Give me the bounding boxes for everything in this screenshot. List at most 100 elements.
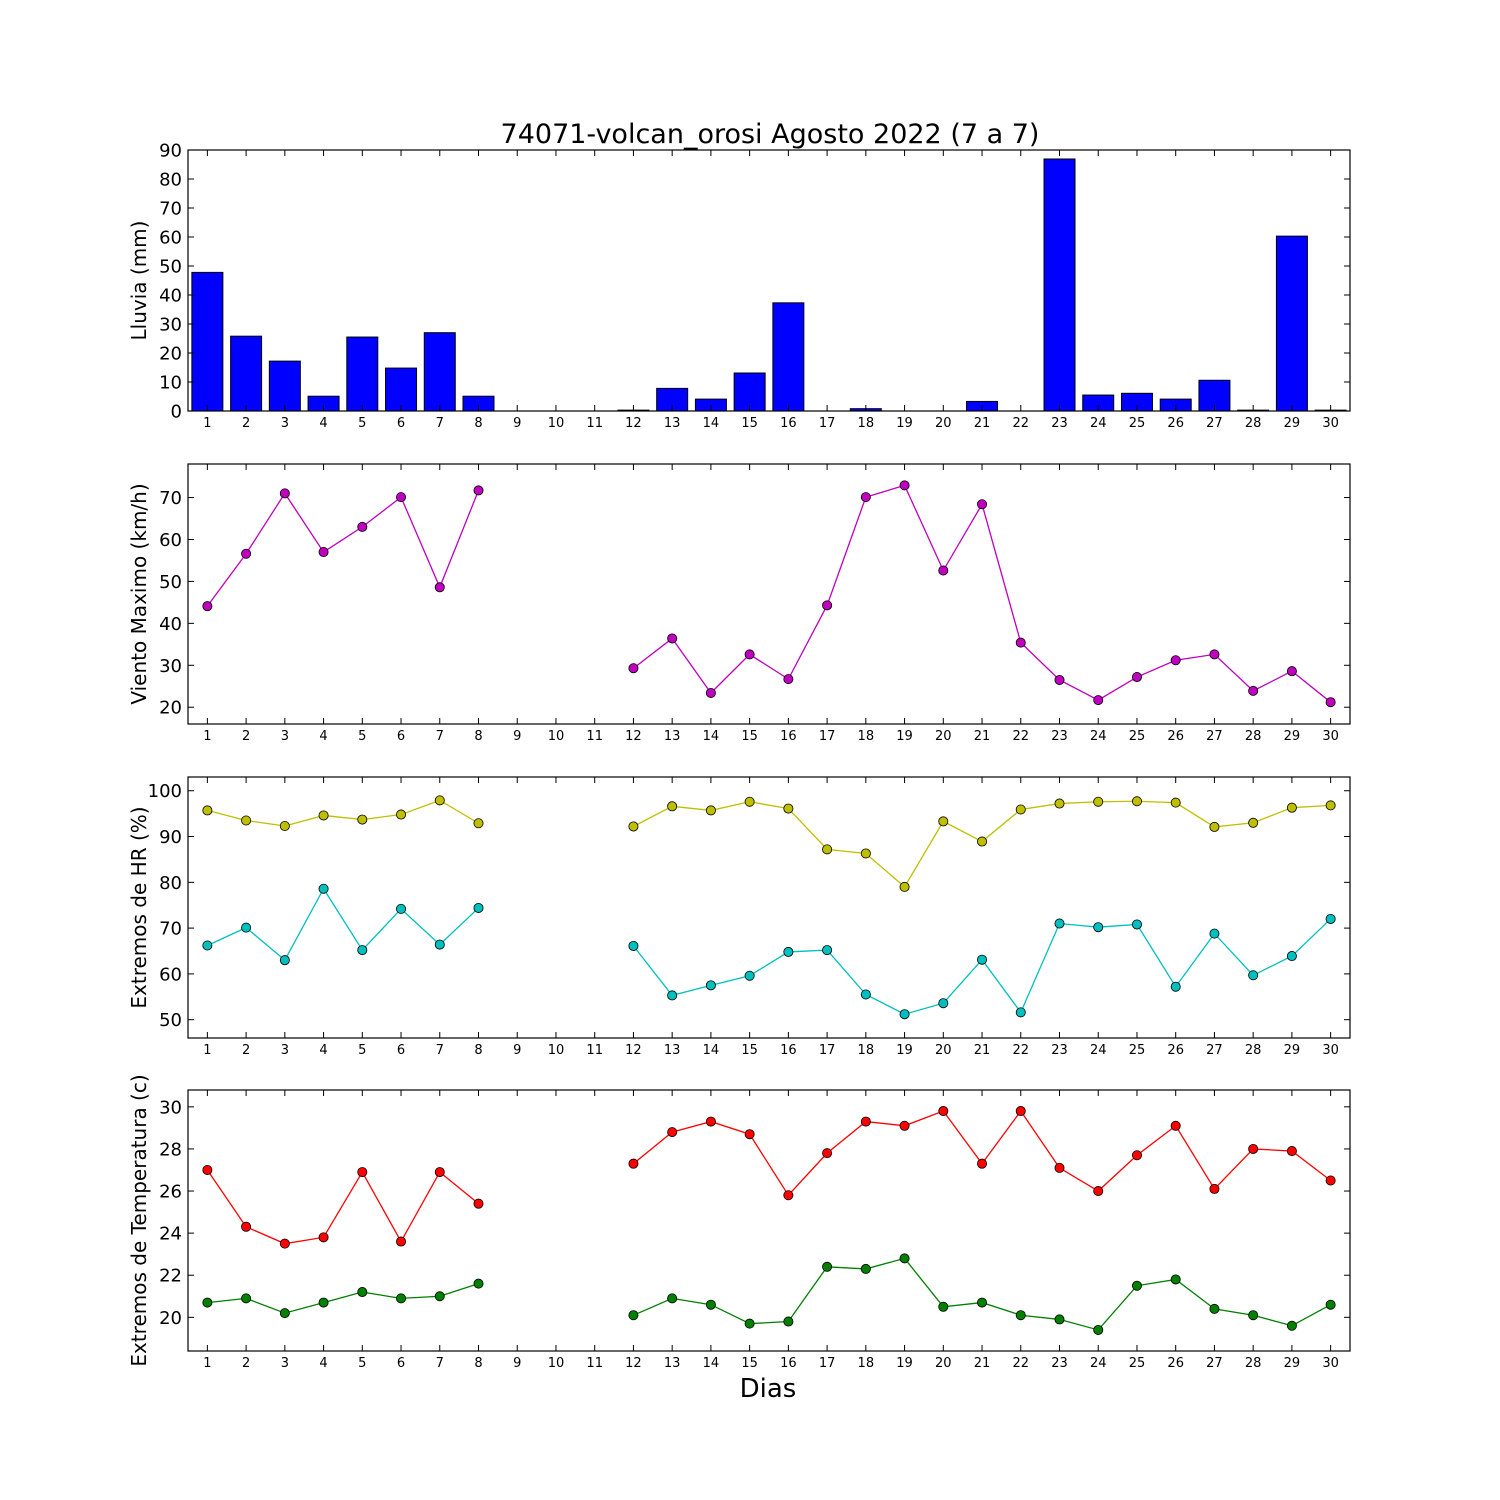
data-point (899, 1253, 910, 1264)
x-tick-label: 2 (242, 1043, 250, 1058)
bar (1043, 158, 1076, 412)
x-tick-label: 12 (625, 1356, 642, 1371)
y-tick-label: 60 (159, 530, 182, 551)
data-point (744, 970, 755, 981)
x-tick-label: 24 (1090, 1043, 1107, 1058)
data-point (899, 881, 910, 892)
data-point (318, 883, 329, 894)
bar (423, 332, 456, 412)
data-point (434, 939, 445, 950)
series-line-1 (206, 1169, 479, 1245)
x-tick-label: 21 (974, 1043, 991, 1058)
data-point (822, 1148, 833, 1159)
x-tick-label: 22 (1012, 729, 1029, 744)
y-tick-label: 60 (159, 228, 182, 249)
y-tick-label: 30 (159, 656, 182, 677)
data-point (318, 810, 329, 821)
data-point (357, 814, 368, 825)
data-point (473, 902, 484, 913)
x-tick-label: 24 (1090, 729, 1107, 744)
data-point (1170, 655, 1181, 666)
x-tick-label: 1 (203, 729, 211, 744)
x-tick-label: 1 (203, 1043, 211, 1058)
data-point (279, 1308, 290, 1319)
data-point (1325, 913, 1336, 924)
x-tick-label: 9 (513, 729, 521, 744)
x-tick-label: 14 (703, 729, 720, 744)
data-point (1209, 1183, 1220, 1194)
data-point (860, 1116, 871, 1127)
data-point (938, 1106, 949, 1117)
x-tick-label: 25 (1129, 1356, 1146, 1371)
x-tick-label: 7 (436, 416, 444, 431)
data-point (1093, 1324, 1104, 1335)
data-point (822, 1261, 833, 1272)
x-tick-label: 27 (1206, 416, 1223, 431)
data-point (667, 1293, 678, 1304)
x-tick-label: 29 (1284, 1356, 1301, 1371)
data-point (1015, 1106, 1026, 1117)
x-tick-label: 9 (513, 416, 521, 431)
data-point (783, 1190, 794, 1201)
data-point (1054, 798, 1065, 809)
x-tick-label: 26 (1167, 416, 1184, 431)
x-tick-label: 27 (1206, 1043, 1223, 1058)
data-point (1093, 1186, 1104, 1197)
data-point (1170, 981, 1181, 992)
x-tick-label: 26 (1167, 1043, 1184, 1058)
x-tick-label: 12 (625, 416, 642, 431)
data-point (1054, 918, 1065, 929)
data-point (434, 795, 445, 806)
data-point (1286, 666, 1297, 677)
data-point (202, 1297, 213, 1308)
data-point (705, 1116, 716, 1127)
x-tick-label: 28 (1245, 1043, 1262, 1058)
x-tick-label: 23 (1051, 1043, 1068, 1058)
x-tick-label: 30 (1322, 1043, 1339, 1058)
x-tick-label: 20 (935, 1356, 952, 1371)
x-tick-label: 16 (780, 1043, 797, 1058)
x-tick-label: 6 (397, 416, 405, 431)
data-point (938, 1301, 949, 1312)
x-tick-label: 16 (780, 1356, 797, 1371)
data-point (473, 485, 484, 496)
x-tick-label: 30 (1322, 729, 1339, 744)
data-point (744, 796, 755, 807)
data-point (396, 492, 407, 503)
x-tick-label: 16 (780, 416, 797, 431)
x-tick-label: 23 (1051, 729, 1068, 744)
x-tick-label: 3 (281, 416, 289, 431)
data-point (1209, 649, 1220, 660)
x-tick-label: 1 (203, 416, 211, 431)
x-tick-label: 20 (935, 729, 952, 744)
y-tick-label: 50 (159, 572, 182, 593)
x-tick-label: 10 (548, 729, 565, 744)
bar (385, 367, 418, 412)
bar (346, 336, 379, 412)
x-tick-label: 12 (625, 729, 642, 744)
y-tick-label: 50 (159, 1010, 182, 1031)
y-tick-label: 70 (159, 488, 182, 509)
x-tick-label: 19 (896, 1356, 913, 1371)
data-point (1131, 1150, 1142, 1161)
data-point (860, 1263, 871, 1274)
data-point (357, 1167, 368, 1178)
data-point (241, 922, 252, 933)
data-point (860, 989, 871, 1000)
x-tick-label: 18 (858, 729, 875, 744)
y-axis-label: Extremos de Temperatura (c) (127, 1074, 151, 1366)
data-point (860, 492, 871, 503)
x-tick-label: 25 (1129, 1043, 1146, 1058)
data-point (396, 1293, 407, 1304)
x-tick-label: 28 (1245, 729, 1262, 744)
x-tick-label: 19 (896, 1043, 913, 1058)
data-point (434, 1167, 445, 1178)
x-tick-label: 29 (1284, 1043, 1301, 1058)
data-point (1286, 1146, 1297, 1157)
x-tick-label: 17 (819, 416, 836, 431)
data-point (628, 940, 639, 951)
bar (230, 335, 263, 412)
data-point (434, 1291, 445, 1302)
data-point (1131, 1280, 1142, 1291)
